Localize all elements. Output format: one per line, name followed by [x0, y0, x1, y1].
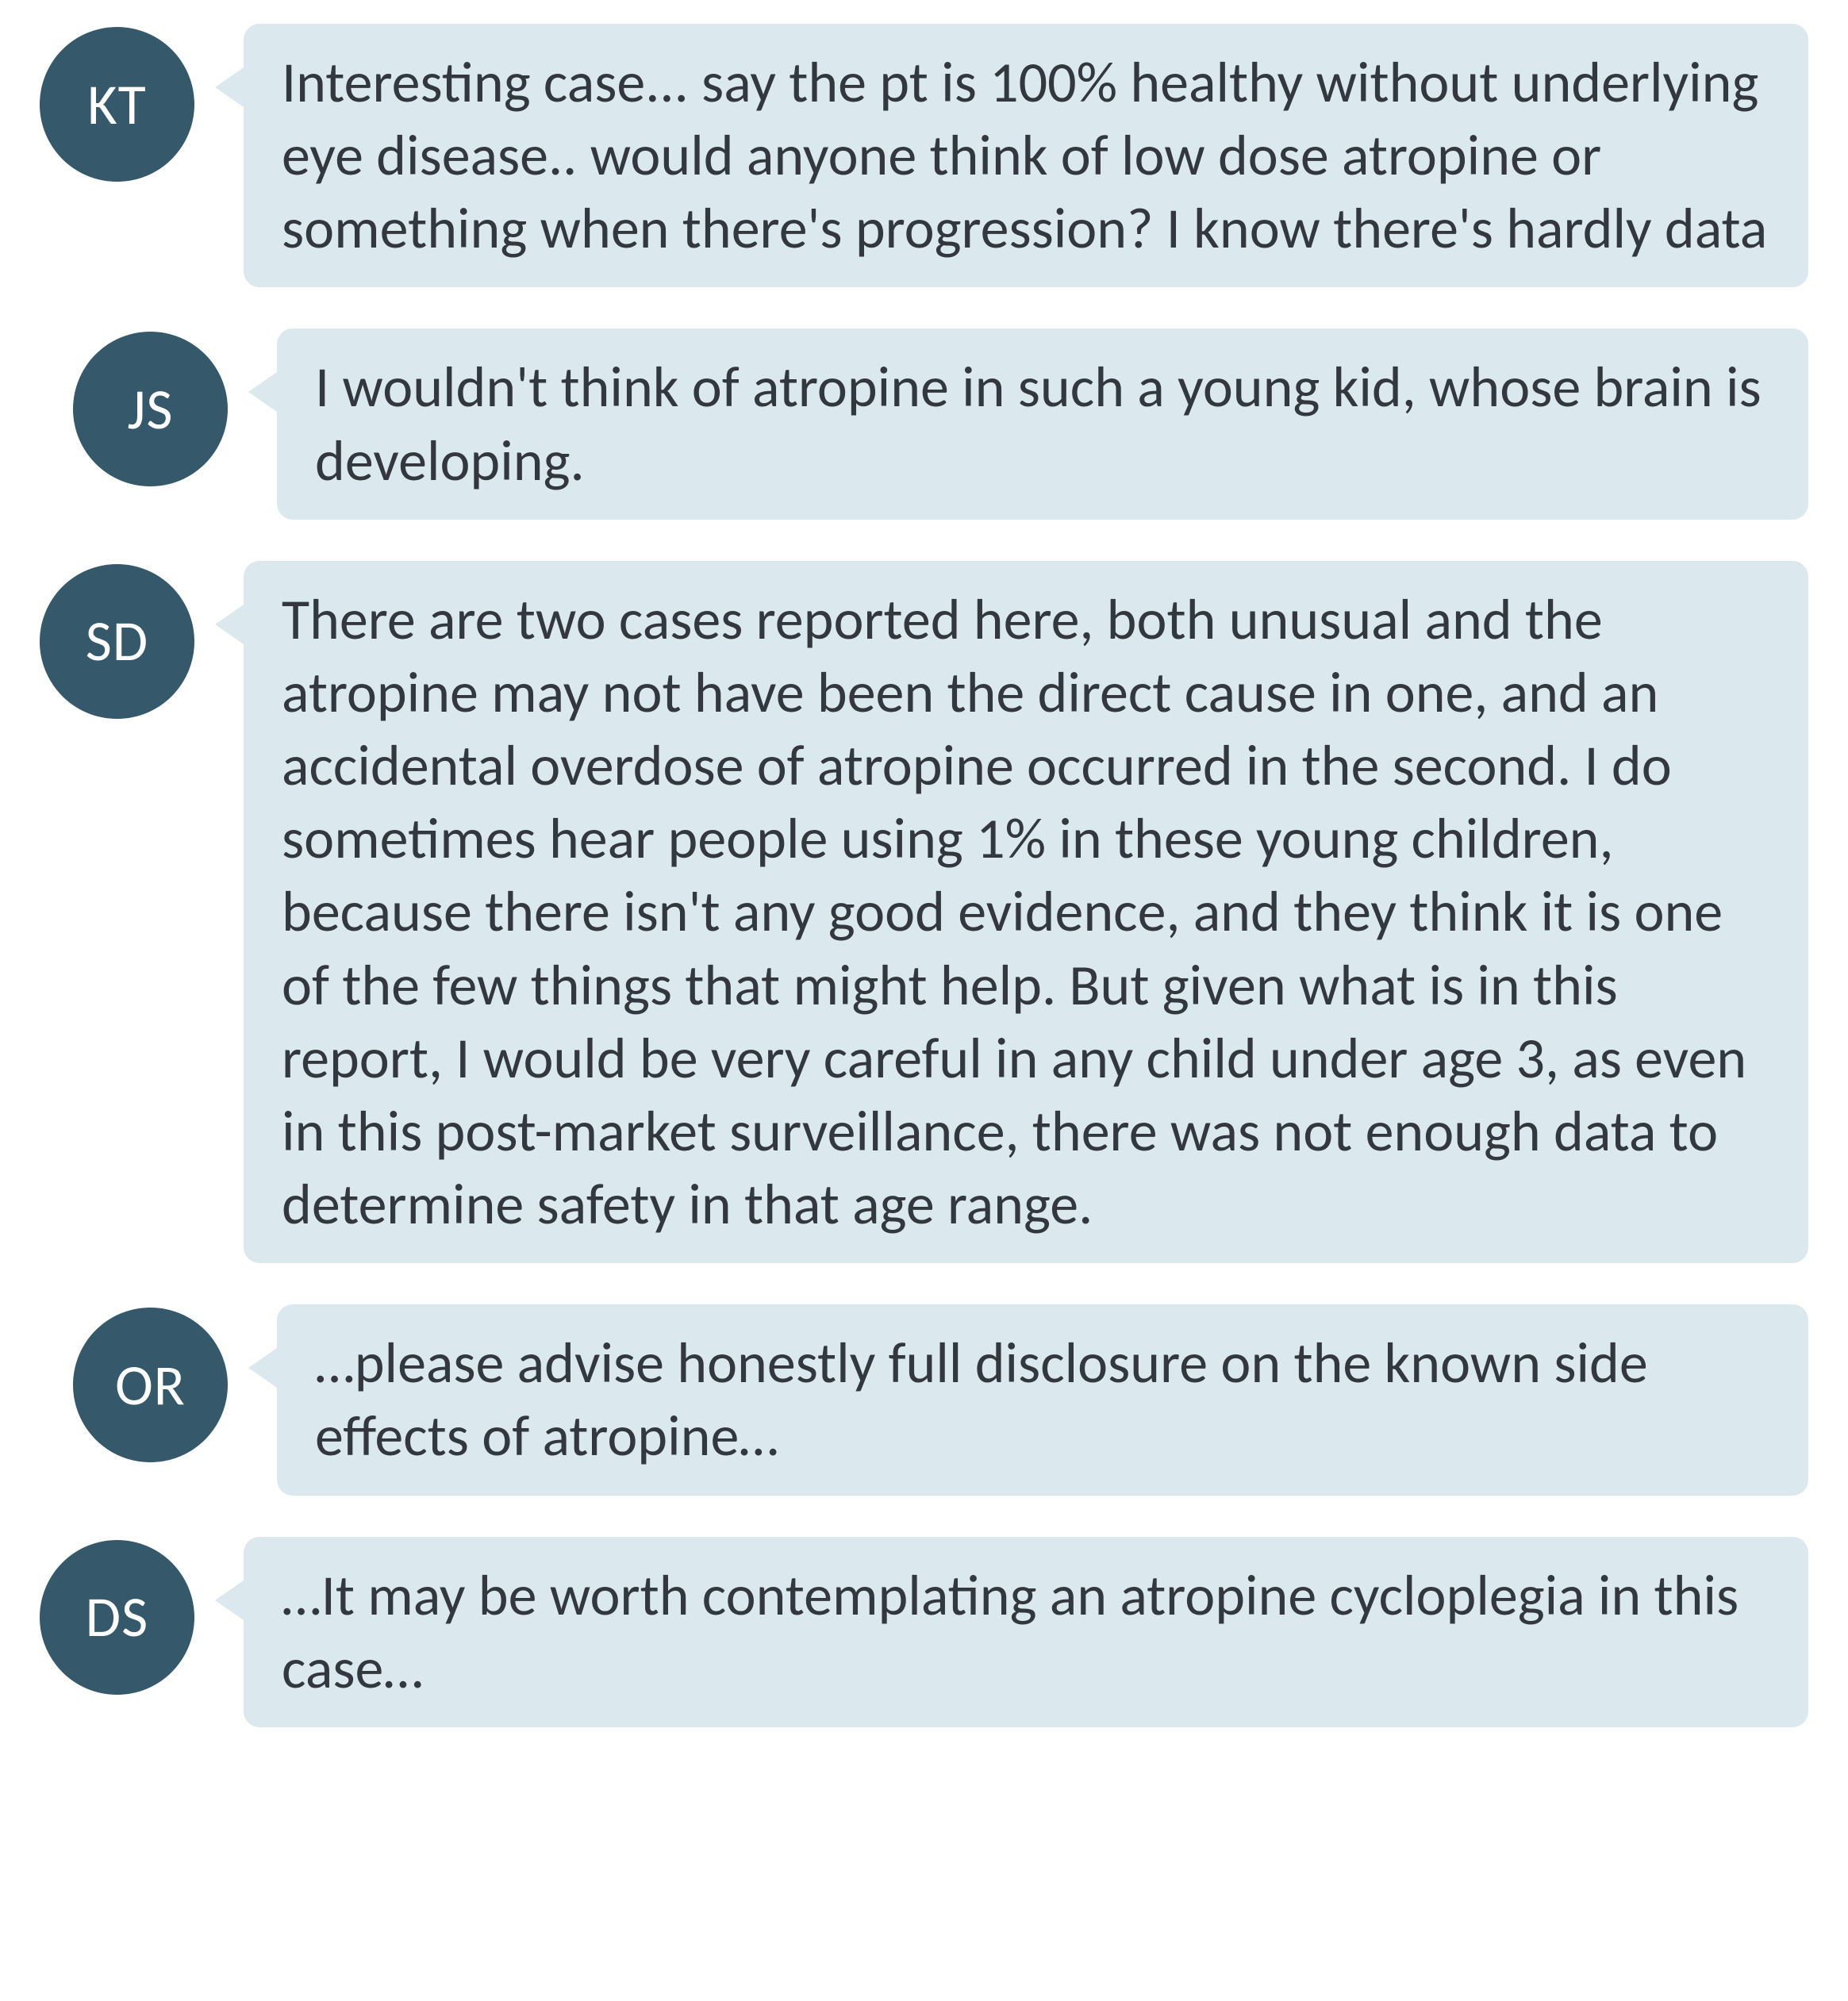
bubble-tail-icon — [248, 372, 277, 412]
message-text: I wouldn't think of atropine in such a y… — [315, 352, 1762, 495]
avatar: OR — [73, 1308, 228, 1462]
avatar: JS — [73, 332, 228, 486]
message-row: JS I wouldn't think of atropine in such a… — [40, 328, 1808, 519]
message-bubble: I wouldn't think of atropine in such a y… — [277, 328, 1808, 519]
message-bubble: Interesting case... say the pt is 100% h… — [244, 24, 1808, 287]
bubble-tail-icon — [215, 605, 244, 644]
avatar: KT — [40, 27, 194, 182]
message-text: There are two cases reported here, both … — [282, 585, 1746, 1239]
message-row: KT Interesting case... say the pt is 100%… — [40, 24, 1808, 287]
message-text: …It may be worth contemplating an atropi… — [282, 1561, 1739, 1703]
avatar-initials: JS — [127, 374, 173, 444]
avatar-initials: OR — [115, 1350, 186, 1420]
message-bubble: There are two cases reported here, both … — [244, 561, 1808, 1263]
avatar: SD — [40, 564, 194, 719]
message-text: …please advise honestly full disclosure … — [315, 1328, 1648, 1471]
message-row: SD There are two cases reported here, bot… — [40, 561, 1808, 1263]
message-row: OR …please advise honestly full disclosur… — [40, 1304, 1808, 1495]
message-bubble: …It may be worth contemplating an atropi… — [244, 1537, 1808, 1727]
avatar-initials: DS — [86, 1582, 148, 1652]
avatar: DS — [40, 1540, 194, 1695]
message-row: DS …It may be worth contemplating an atro… — [40, 1537, 1808, 1727]
avatar-initials: KT — [87, 70, 147, 140]
avatar-initials: SD — [86, 606, 148, 676]
bubble-tail-icon — [215, 67, 244, 107]
message-bubble: …please advise honestly full disclosure … — [277, 1304, 1808, 1495]
bubble-tail-icon — [248, 1348, 277, 1388]
chat-container: KT Interesting case... say the pt is 100%… — [0, 0, 1848, 1751]
bubble-tail-icon — [215, 1580, 244, 1620]
message-text: Interesting case... say the pt is 100% h… — [282, 48, 1767, 263]
